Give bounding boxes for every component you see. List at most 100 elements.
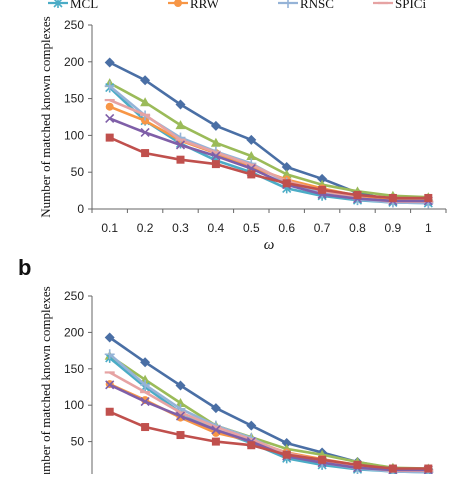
- legend-label: RRW: [190, 0, 220, 11]
- series-1: [104, 57, 434, 207]
- x-tick-label: 0.8: [349, 221, 366, 235]
- data-point: [210, 120, 221, 131]
- y-tick-label: 150: [64, 92, 84, 106]
- y-tick-label: 150: [64, 362, 84, 376]
- x-tick-label: 0.6: [278, 221, 295, 235]
- x-tick-label: 0.1: [101, 221, 118, 235]
- data-point: [281, 438, 292, 449]
- y-tick-label: 100: [64, 128, 84, 142]
- y-tick-label: 100: [64, 398, 84, 412]
- data-point: [246, 420, 257, 431]
- data-point: [281, 169, 292, 179]
- data-point: [246, 151, 257, 161]
- data-point: [141, 423, 150, 432]
- data-point: [175, 120, 186, 130]
- series-3: [105, 82, 433, 209]
- data-point: [105, 407, 114, 416]
- data-point: [281, 162, 292, 173]
- data-point: [318, 185, 327, 194]
- data-point: [175, 99, 186, 110]
- data-point: [105, 133, 114, 142]
- y-tick-label: 200: [64, 55, 84, 69]
- series-3: [105, 352, 433, 478]
- series-line: [109, 410, 429, 470]
- legend-item: RNSC: [278, 0, 334, 11]
- legend-item: MCL: [48, 0, 98, 11]
- chart-panel-2: 50 100 150 200 250 Number of matched known co…: [18, 255, 447, 479]
- data-point: [104, 81, 115, 92]
- chart-panel-1: 0 50 100 150 200 250 0.1 0.2 0.3 0.4 0.5 0.6 0.7 0.8 0…: [38, 16, 447, 253]
- y-tick-label: 200: [64, 325, 84, 339]
- data-point: [424, 193, 433, 202]
- data-point: [210, 403, 221, 414]
- data-point: [282, 179, 291, 188]
- y-tick-label: 250: [64, 289, 84, 303]
- data-point: [105, 113, 115, 124]
- legend-label: MCL: [70, 0, 98, 11]
- legend-marker: [283, 0, 293, 8]
- series-6: [104, 371, 434, 473]
- data-point: [388, 464, 397, 473]
- legend-item: RRW: [168, 0, 220, 11]
- data-point: [175, 398, 186, 408]
- data-point: [246, 134, 257, 145]
- x-tick-label: 0.7: [314, 221, 331, 235]
- data-point: [175, 380, 186, 391]
- series-8: [105, 407, 433, 473]
- data-point: [318, 455, 327, 464]
- data-point: [140, 396, 150, 407]
- data-point: [104, 349, 115, 360]
- x-tick-label: 0.2: [137, 221, 154, 235]
- y-axis-label: Number of matched known complexes: [38, 16, 53, 217]
- y-tick-label: 50: [71, 435, 85, 449]
- data-point: [317, 173, 328, 184]
- data-point: [388, 193, 397, 202]
- data-point: [141, 149, 150, 158]
- series-line: [108, 356, 429, 474]
- series-2: [104, 78, 434, 202]
- data-point: [140, 127, 150, 138]
- data-point: [210, 137, 221, 147]
- y-tick-label: 0: [77, 202, 84, 216]
- data-point: [105, 102, 114, 111]
- data-point: [176, 155, 185, 164]
- x-tick-label: 0.5: [243, 221, 260, 235]
- legend: MCL RRW RNSC SPICi: [48, 0, 426, 11]
- legend-label: RNSC: [300, 0, 334, 11]
- data-point: [140, 75, 151, 86]
- data-point: [211, 160, 220, 169]
- data-point: [282, 450, 291, 459]
- series-line: [109, 98, 429, 203]
- data-point: [175, 140, 186, 150]
- series-5: [104, 81, 434, 209]
- data-point: [176, 431, 185, 440]
- x-tick-label: 0.4: [208, 221, 225, 235]
- series-line: [108, 354, 429, 470]
- data-point: [141, 116, 150, 125]
- x-tick-label: 1: [425, 221, 432, 235]
- panel-letter: b: [18, 255, 31, 280]
- y-axis-label: Number of matched known complexes: [38, 286, 53, 474]
- series-line: [108, 85, 429, 205]
- x-tick-label: 0.3: [172, 221, 189, 235]
- data-point: [211, 151, 221, 161]
- series-line: [109, 383, 429, 472]
- data-point: [140, 357, 151, 368]
- series-line: [108, 86, 429, 205]
- series-8: [105, 133, 433, 202]
- legend-marker: [174, 0, 182, 7]
- legend-item: SPICi: [373, 0, 426, 11]
- data-point: [424, 464, 433, 473]
- data-point: [211, 425, 221, 435]
- data-point: [104, 57, 115, 68]
- series-line: [109, 136, 429, 200]
- x-tick-label: 0.9: [385, 221, 402, 235]
- data-point: [353, 460, 362, 469]
- data-point: [247, 170, 256, 179]
- data-point: [353, 191, 362, 200]
- legend-label: SPICi: [395, 0, 426, 11]
- series-6: [104, 98, 434, 203]
- legend-marker: [53, 0, 63, 8]
